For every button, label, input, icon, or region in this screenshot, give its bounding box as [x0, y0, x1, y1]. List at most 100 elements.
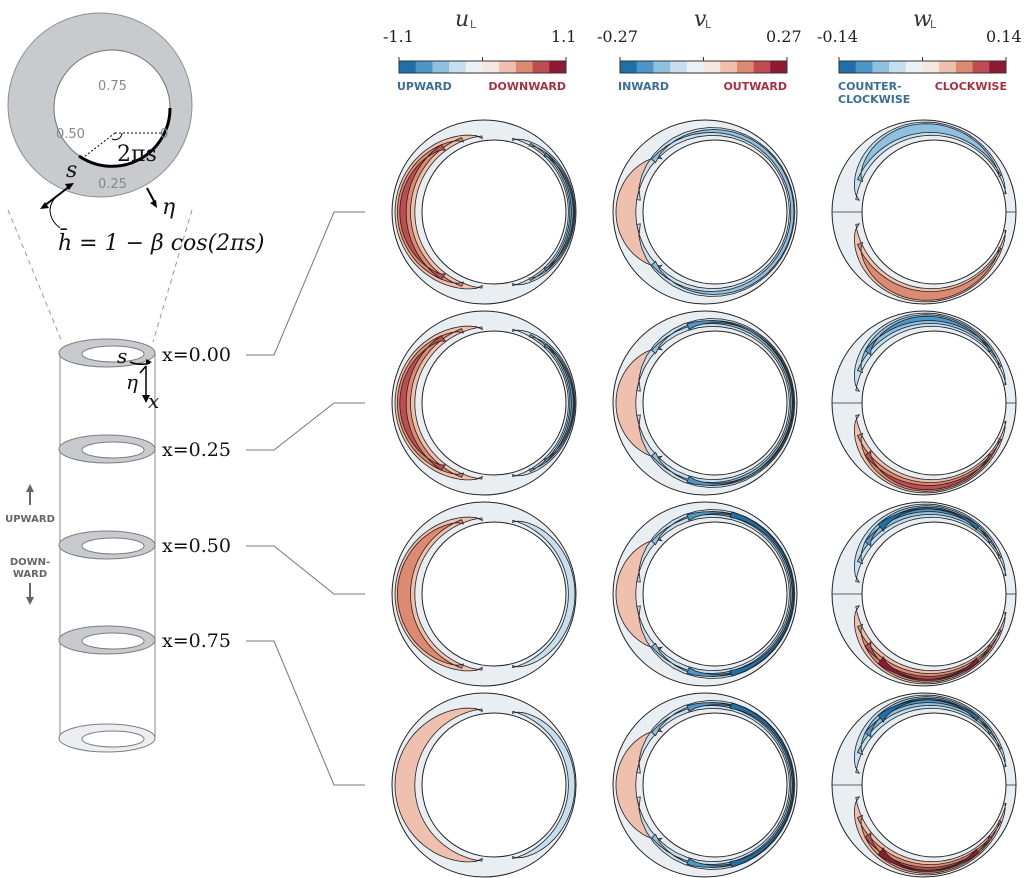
tick-025: 0.25: [98, 177, 127, 192]
contour-panel-r3-c2: [831, 692, 1017, 878]
cylinder-slice-1: [58, 434, 156, 464]
contour-panel-r2-c0: [391, 501, 577, 687]
contour-panel-r1-c2: [831, 310, 1017, 496]
contour-level-blue: [511, 137, 576, 287]
colorbar-u-subscript: L: [470, 18, 477, 31]
colorbar-swatch: [720, 61, 738, 73]
colorbar-swatch: [432, 61, 450, 73]
position-label-3: x=0.75: [162, 630, 231, 652]
cylinder-slice-0: [58, 338, 156, 368]
leader-row-0: [246, 211, 365, 356]
panel-inner-wall: [421, 330, 567, 476]
contour-panel-r2-c1: [612, 501, 798, 687]
colorbar-swatch: [653, 61, 671, 73]
colorbar-u-min: -1.1: [383, 27, 414, 46]
colorbar-w: w L -0.14 0.14 COUNTER- CLOCKWISE CLOCKW…: [817, 7, 1022, 106]
contour-level-blue: [877, 508, 980, 532]
contour-panel-r0-c2: [831, 119, 1017, 305]
contour-level-blue: [651, 320, 795, 486]
colorbar-v-bar: [619, 57, 788, 74]
colorbar-swatch: [415, 61, 433, 73]
annulus-inset: 0.75 0.50 0 0.25 2πs s η h̄ = 1 − β cos(…: [7, 12, 265, 256]
colorbar-swatch: [972, 61, 990, 73]
contour-panel-r1-c0: [391, 310, 577, 496]
colorbar-swatch: [670, 61, 688, 73]
cyl-s-arrowhead: [146, 359, 152, 365]
projection-right: [152, 209, 193, 343]
colorbar-w-variable: w: [913, 7, 932, 32]
contour-level-red: [399, 335, 447, 471]
colorbar-swatch: [532, 61, 550, 73]
colorbar-u-max: 1.1: [551, 27, 576, 46]
arc-s-path: [78, 107, 172, 168]
colorbar-v-right-annotation: OUTWARD: [723, 80, 787, 93]
contour-level-blue: [729, 702, 795, 868]
colorbar-swatch: [449, 61, 467, 73]
contour-level-red: [396, 519, 465, 669]
panel-inner-wall: [421, 712, 567, 858]
colorbar-v-variable: v: [694, 7, 707, 32]
cylinder-bottom: [58, 723, 156, 753]
down-arrowhead: [26, 597, 34, 605]
contour-level-blue: [543, 343, 574, 463]
position-label-2: x=0.50: [162, 535, 231, 557]
angle-arc: [111, 132, 123, 141]
colorbar-swatch: [855, 61, 873, 73]
colorbar-swatch: [703, 61, 721, 73]
colorbar-swatch: [549, 61, 567, 73]
up-label: UPWARD: [5, 514, 55, 525]
colorbar-v-left-annotation: INWARD: [618, 80, 669, 93]
contour-level-blue: [543, 152, 574, 272]
colorbar-v-max: 0.27: [766, 27, 802, 46]
formula: h̄ = 1 − β cos(2πs): [58, 228, 265, 256]
bottom-inner: [81, 730, 145, 748]
colorbar-swatch: [939, 61, 957, 73]
colorbar-u-left-annotation: UPWARD: [397, 80, 452, 93]
colorbar-u-bar: [398, 57, 567, 74]
colorbar-w-left-annotation-2: CLOCKWISE: [838, 93, 910, 106]
leader-row-2: [246, 545, 365, 595]
panel-inner-wall: [642, 712, 788, 858]
contour-level-red: [856, 241, 1002, 301]
colorbar-swatch: [686, 61, 704, 73]
cyl-eta-arrow: [139, 365, 147, 374]
colorbar-swatch: [499, 61, 517, 73]
eta-arrowhead: [150, 200, 157, 208]
colorbar-swatch: [872, 61, 890, 73]
radius-s-line: [79, 132, 116, 161]
cylinder: s η x x=0.00 x=0.25 x=0.50 x=0.75 UPWARD…: [5, 338, 231, 753]
contour-level-blue: [877, 699, 980, 723]
inset-eta-label: η: [162, 195, 175, 220]
leader-row-3: [246, 640, 365, 786]
contour-level-blue: [528, 142, 575, 282]
slice-3-inner: [81, 632, 145, 650]
contour-panel-r2-c2: [831, 501, 1017, 687]
contour-level-blue: [864, 315, 993, 356]
colorbar-w-subscript: L: [930, 18, 937, 31]
angle-label: 2πs: [117, 142, 157, 167]
contour-level-blue: [856, 123, 1002, 183]
contour-panel-r3-c0: [391, 692, 577, 878]
leader-row-1: [246, 402, 365, 451]
colorbar-w-max: 0.14: [986, 27, 1022, 46]
contour-level-blue: [651, 129, 795, 295]
tick-0: 0: [160, 127, 168, 142]
colorbar-v-min: -0.27: [597, 27, 638, 46]
colorbar-u: u L -1.1 1.1 UPWARD DOWNWARD: [383, 7, 576, 93]
panel-inner-wall: [421, 521, 567, 667]
colorbar-w-min: -0.14: [817, 27, 858, 46]
contour-level-blue: [729, 511, 795, 677]
cylinder-slice-3: [58, 625, 156, 655]
contour-level-blue: [636, 127, 796, 297]
cylinder-slice-2: [58, 530, 156, 560]
contour-level-red: [877, 656, 980, 680]
contour-panel-r3-c1: [612, 692, 798, 878]
contour-level-red: [394, 707, 483, 863]
formula-leader: [49, 197, 61, 229]
panel-inner-wall: [642, 330, 788, 476]
colorbar-swatch: [465, 61, 483, 73]
down-label-2: WARD: [13, 569, 47, 580]
colorbar-swatch: [905, 61, 923, 73]
colorbar-swatch: [955, 61, 973, 73]
